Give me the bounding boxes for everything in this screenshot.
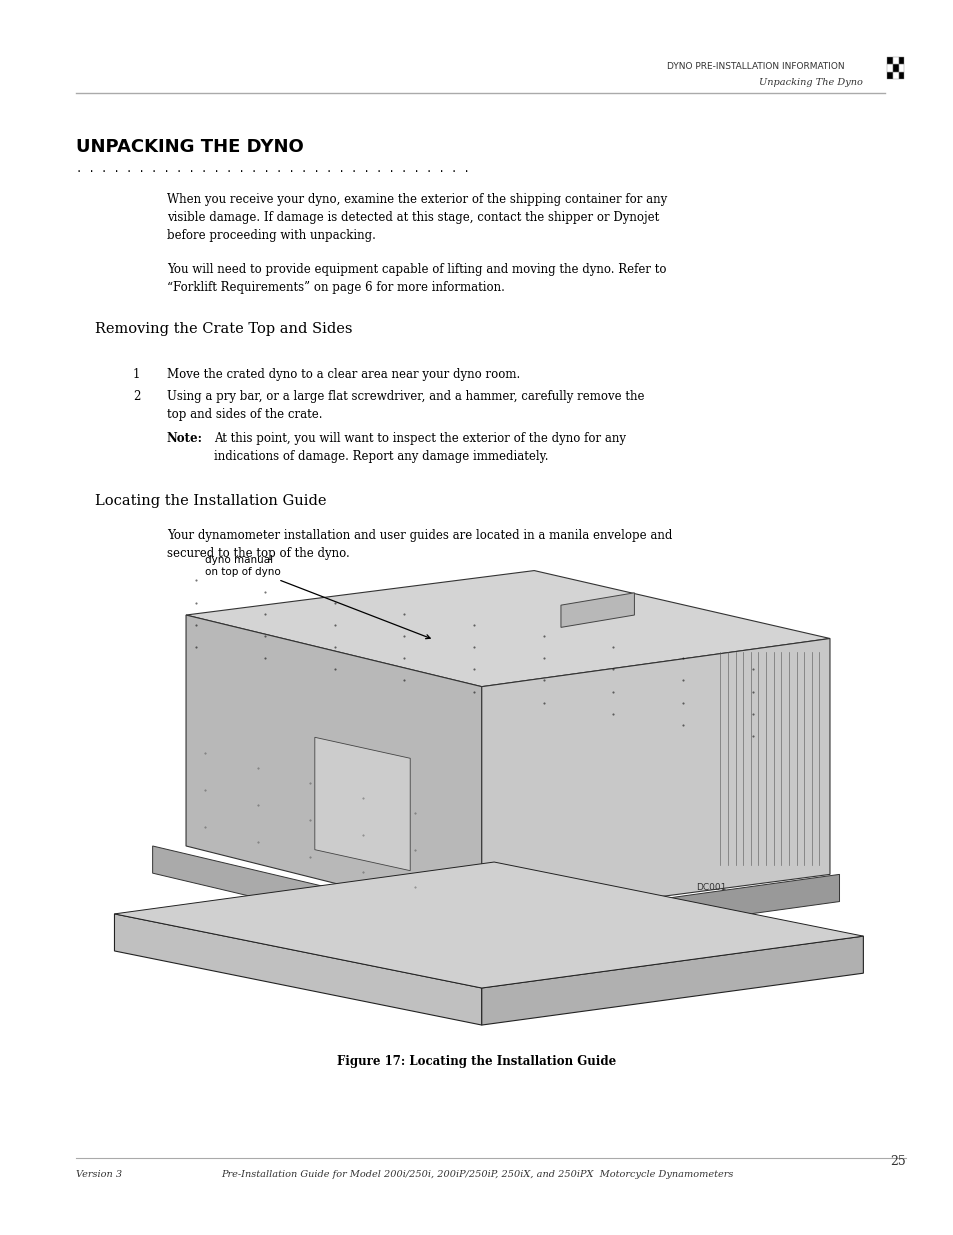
Bar: [892, 64, 898, 72]
Polygon shape: [186, 571, 829, 687]
Text: Version 3: Version 3: [76, 1170, 122, 1178]
Text: dyno manual
on top of dyno: dyno manual on top of dyno: [205, 556, 430, 638]
Text: Note:: Note:: [167, 432, 203, 446]
Bar: [886, 64, 892, 72]
Text: Unpacking The Dyno: Unpacking The Dyno: [759, 78, 862, 88]
Polygon shape: [481, 874, 839, 951]
Bar: [892, 57, 898, 64]
Text: 1: 1: [132, 368, 140, 382]
Bar: [898, 72, 903, 79]
Text: . . . . . . . . . . . . . . . . . . . . . . . . . . . . . . . .: . . . . . . . . . . . . . . . . . . . . …: [76, 164, 470, 174]
Text: Locating the Installation Guide: Locating the Installation Guide: [95, 494, 327, 508]
Bar: [898, 64, 903, 72]
Text: Pre-Installation Guide for Model 200i/250i, 200iP/250iP, 250iX, and 250iPX  Moto: Pre-Installation Guide for Model 200i/25…: [220, 1170, 733, 1178]
Text: UNPACKING THE DYNO: UNPACKING THE DYNO: [76, 138, 304, 157]
Polygon shape: [152, 846, 481, 951]
Bar: [886, 72, 892, 79]
Text: 2: 2: [132, 390, 140, 404]
Text: At this point, you will want to inspect the exterior of the dyno for any
indicat: At this point, you will want to inspect …: [213, 432, 625, 463]
Polygon shape: [114, 862, 862, 988]
Polygon shape: [481, 638, 829, 920]
Bar: [886, 57, 892, 64]
Text: Your dynamometer installation and user guides are located in a manila envelope a: Your dynamometer installation and user g…: [167, 529, 672, 559]
Polygon shape: [481, 936, 862, 1025]
Text: Using a pry bar, or a large flat screwdriver, and a hammer, carefully remove the: Using a pry bar, or a large flat screwdr…: [167, 390, 644, 421]
Text: DC001: DC001: [696, 883, 726, 892]
Bar: [892, 72, 898, 79]
Polygon shape: [314, 737, 410, 871]
Bar: [898, 57, 903, 64]
Text: 25: 25: [889, 1155, 905, 1168]
Text: Removing the Crate Top and Sides: Removing the Crate Top and Sides: [95, 322, 353, 336]
Text: Figure 17: Locating the Installation Guide: Figure 17: Locating the Installation Gui…: [337, 1055, 616, 1068]
Text: When you receive your dyno, examine the exterior of the shipping container for a: When you receive your dyno, examine the …: [167, 193, 666, 242]
Polygon shape: [560, 593, 634, 627]
Text: DYNO PRE-INSTALLATION INFORMATION: DYNO PRE-INSTALLATION INFORMATION: [666, 62, 843, 72]
Polygon shape: [114, 914, 481, 1025]
Text: You will need to provide equipment capable of lifting and moving the dyno. Refer: You will need to provide equipment capab…: [167, 263, 666, 294]
Polygon shape: [186, 615, 481, 920]
Text: Move the crated dyno to a clear area near your dyno room.: Move the crated dyno to a clear area nea…: [167, 368, 519, 382]
